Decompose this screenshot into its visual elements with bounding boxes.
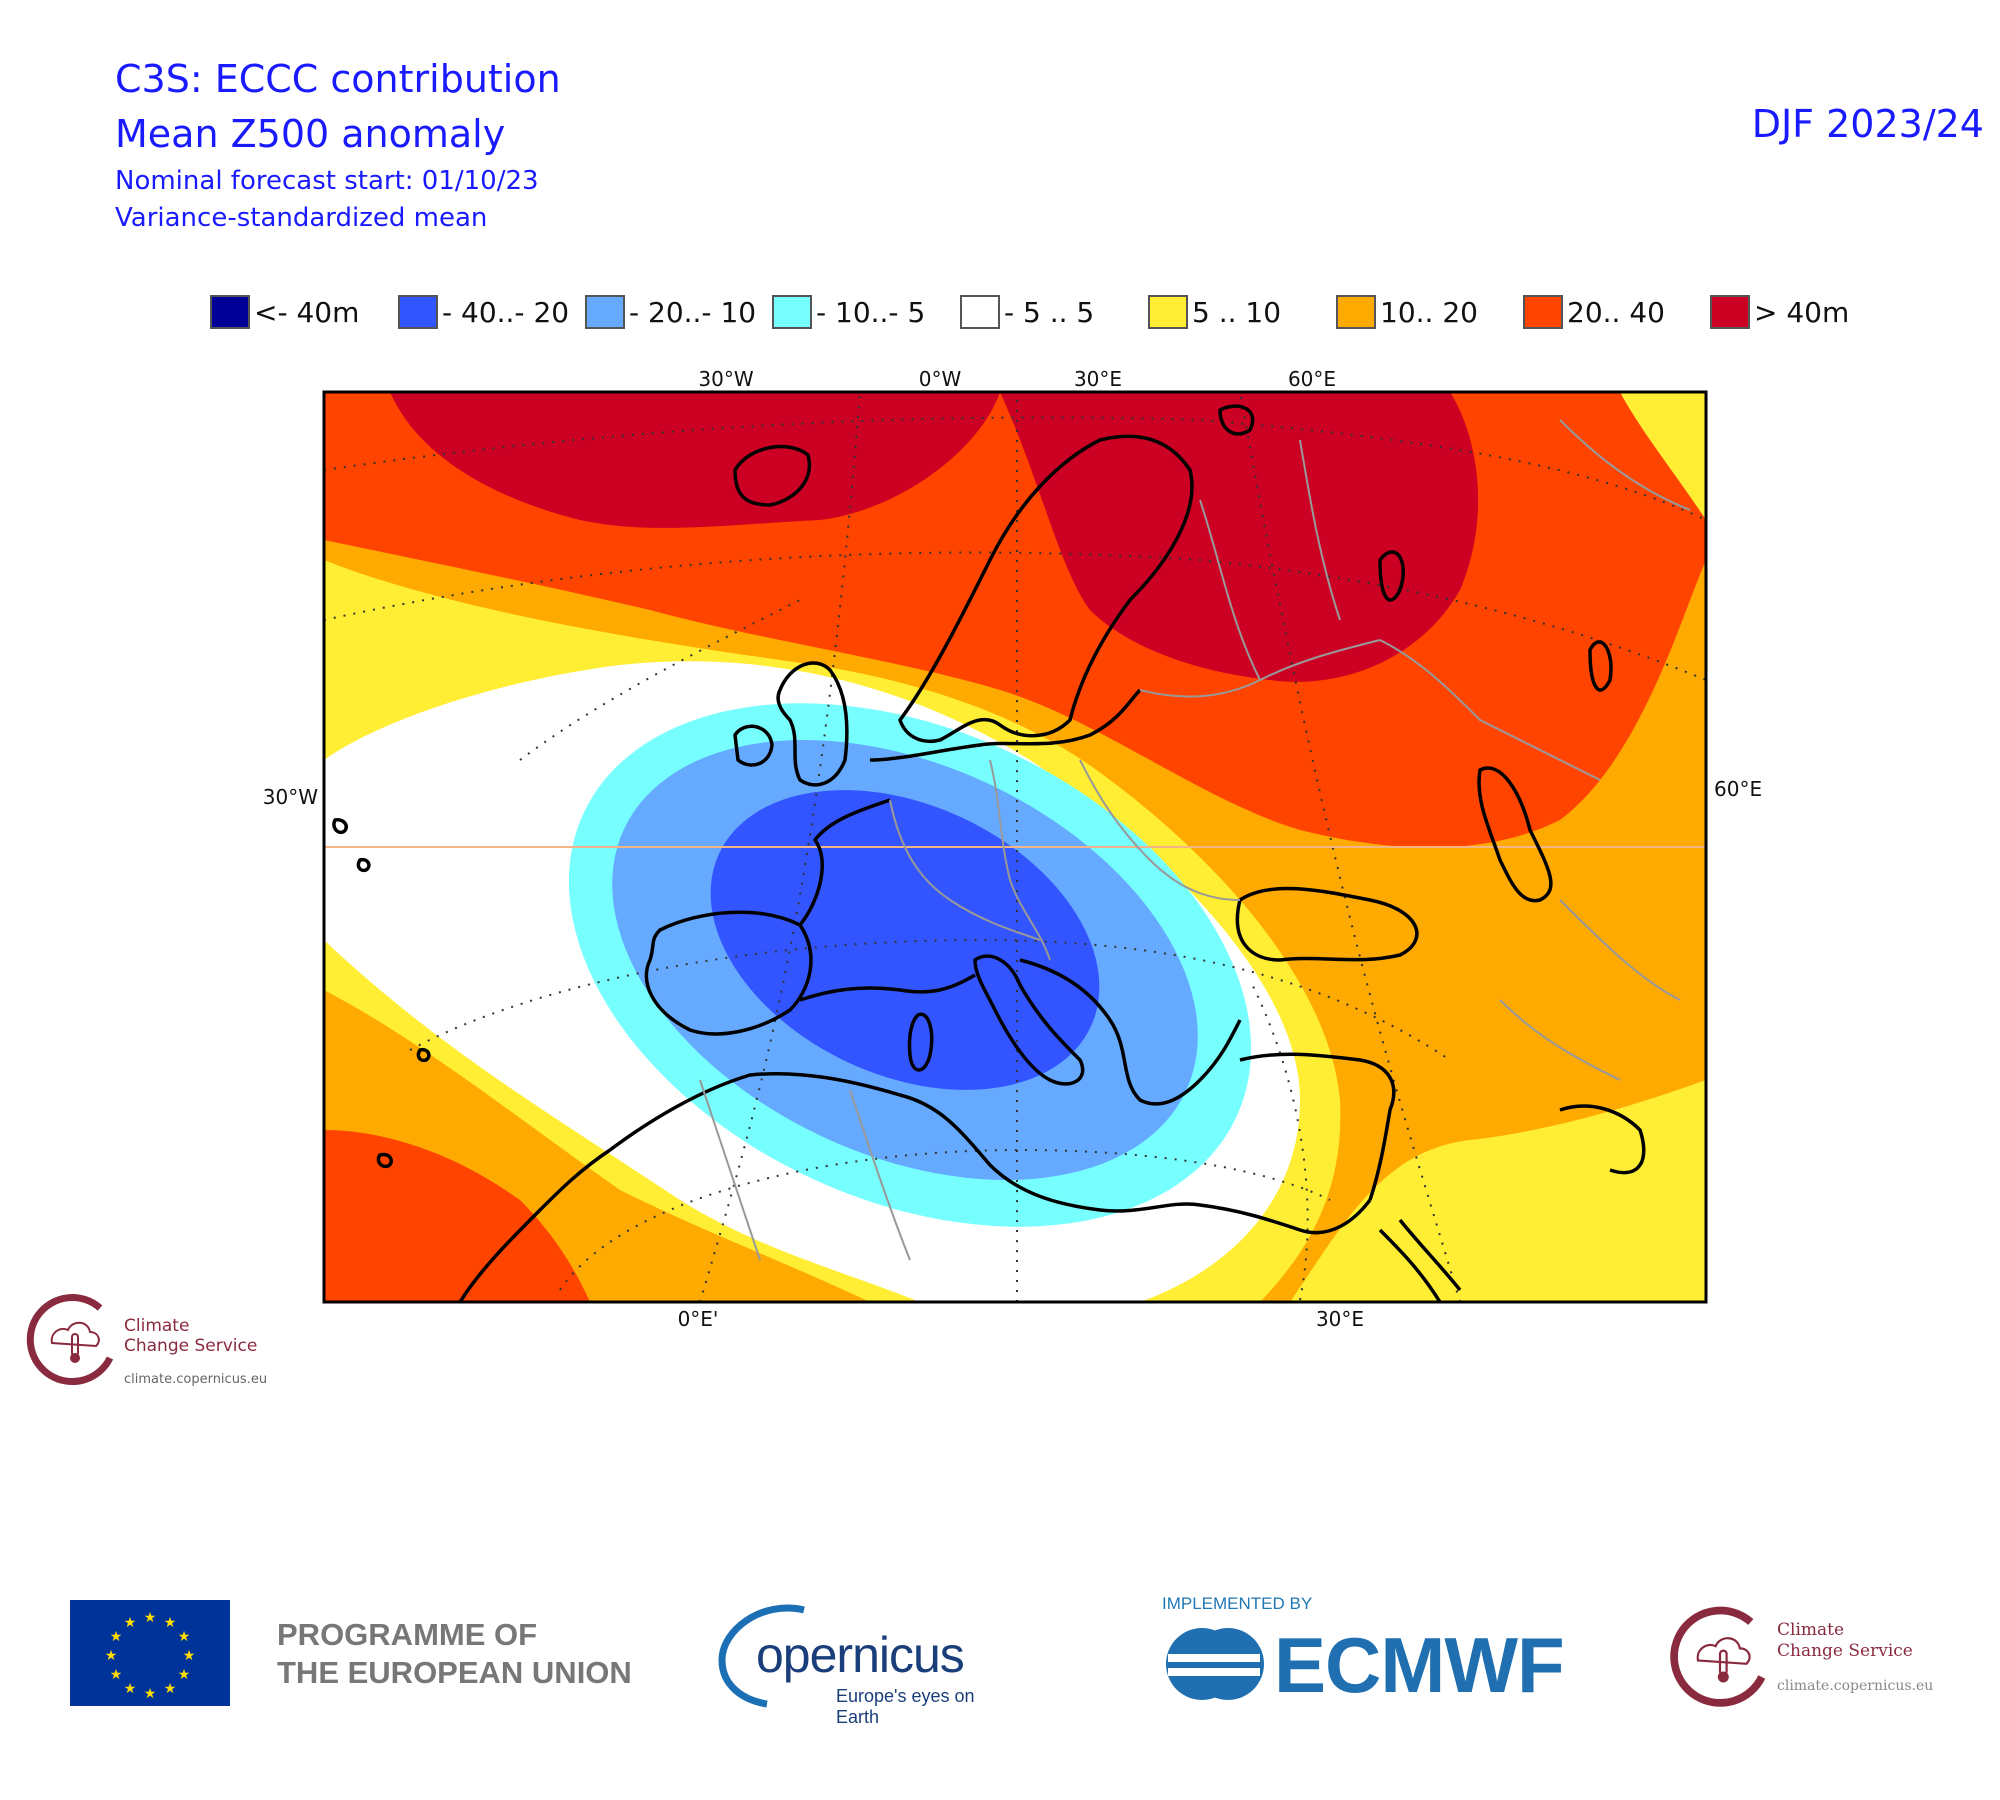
svg-text:★: ★ <box>110 1629 123 1645</box>
c3s-emblem-icon <box>26 1294 114 1386</box>
anomaly-field <box>324 392 1706 1302</box>
svg-text:★: ★ <box>183 1648 196 1664</box>
svg-text:★: ★ <box>178 1667 191 1683</box>
chart-title: C3S: ECCC contribution <box>115 57 561 101</box>
tick-top-label: 60°E <box>1288 367 1336 391</box>
c3s-large-name: Climate Change Service <box>1777 1620 1913 1662</box>
field-minus20-minus40 <box>710 790 1100 1090</box>
tick-top-label: 30°W <box>698 367 753 391</box>
c3s-logo-small: Climate Change Service climate.copernicu… <box>22 1288 292 1398</box>
map-svg: 30°W 0°W 30°E 60°E 30°W 60°E 0°E' 30°E <box>263 367 1762 1331</box>
svg-text:★: ★ <box>164 1615 177 1631</box>
c3s-small-line2: Change Service <box>124 1336 258 1356</box>
tick-top-label: 0°W <box>919 367 962 391</box>
svg-text:★: ★ <box>110 1667 123 1683</box>
field-20-40-southwest <box>324 1130 590 1302</box>
chart-variable: Mean Z500 anomaly <box>115 112 506 156</box>
svg-text:★: ★ <box>124 1681 137 1697</box>
scandinavia-outline <box>898 434 1194 743</box>
c3s-large-line1: Climate <box>1777 1620 1845 1640</box>
c3s-logo-large: Climate Change Service climate.copernicu… <box>1665 1600 1965 1720</box>
iceland-outline <box>733 444 812 507</box>
field-5-10-northeast <box>1620 392 1706 520</box>
graticule <box>324 392 1706 1302</box>
forecast-period: DJF 2023/24 <box>1751 102 1984 146</box>
north-africa-coast <box>608 1071 1372 1235</box>
map-frame <box>322 390 1708 1304</box>
copernicus-swoosh-icon <box>718 1604 805 1708</box>
coastlines <box>332 404 1646 1302</box>
c3s-large-line2: Change Service <box>1777 1641 1913 1661</box>
eu-programme-text: PROGRAMME OF THE EUROPEAN UNION <box>277 1616 632 1692</box>
c3s-small-name: Climate Change Service <box>124 1316 257 1356</box>
field-gt40-northwest <box>390 392 1000 528</box>
title-block: C3S: ECCC contribution Mean Z500 anomaly… <box>115 52 561 236</box>
copernicus-tagline: Europe's eyes on Earth <box>836 1686 975 1727</box>
field-gt40-north <box>1000 392 1479 682</box>
tick-left-label: 30°W <box>263 785 318 809</box>
eu-programme-line2: THE EUROPEAN UNION <box>277 1655 632 1690</box>
svg-text:★: ★ <box>124 1615 137 1631</box>
statistic-label: Variance-standardized mean <box>115 203 488 233</box>
ireland-outline <box>733 724 774 767</box>
ecmwf-logo: IMPLEMENTED BY ECMWF <box>1162 1594 1602 1714</box>
italy-outline <box>973 954 1085 1086</box>
c3s-large-url: climate.copernicus.eu <box>1777 1678 1934 1694</box>
copernicus-wordmark: opernicus <box>756 1627 965 1683</box>
ecmwf-wordmark: ECMWF <box>1274 1621 1565 1709</box>
ecmwf-implemented-by: IMPLEMENTED BY <box>1162 1594 1313 1613</box>
britain-outline <box>776 661 849 787</box>
forecast-start: Nominal forecast start: 01/10/23 <box>115 166 539 196</box>
eu-flag-icon: ★ ★ ★ ★ ★ ★ ★ ★ ★ ★ ★ ★ <box>70 1600 230 1706</box>
svg-text:★: ★ <box>105 1648 118 1664</box>
ecmwf-emblem-icon <box>1166 1628 1264 1700</box>
iberia-outline <box>644 910 813 1036</box>
eu-programme-line1: PROGRAMME OF <box>277 1617 538 1652</box>
tick-bottom-label: 0°E' <box>678 1307 719 1331</box>
tick-bottom-label: 30°E <box>1316 1307 1364 1331</box>
copernicus-logo: opernicus Europe's eyes on Earth <box>712 1600 1022 1727</box>
eu-stars-icon: ★ ★★ ★★★ ★★★ ★★★ <box>105 1610 196 1702</box>
svg-text:★: ★ <box>178 1629 191 1645</box>
c3s-emblem-icon <box>1670 1606 1766 1707</box>
anomaly-map: 30°W 0°W 30°E 60°E 30°W 60°E 0°E' 30°E <box>263 367 1762 1331</box>
svg-text:★: ★ <box>144 1610 157 1626</box>
c3s-small-url: climate.copernicus.eu <box>124 1372 268 1387</box>
svg-text:★: ★ <box>164 1681 177 1697</box>
tick-top-label: 30°E <box>1074 367 1122 391</box>
tick-right-label: 60°E <box>1714 777 1762 801</box>
caspian-sea-outline <box>1477 766 1553 903</box>
country-borders <box>699 419 1691 1261</box>
footer-logos: ★ ★ ★ ★ ★ ★ ★ ★ ★ ★ ★ ★ PROGRAMME OF THE EUROPEA… <box>0 1580 2000 1730</box>
c3s-small-line1: Climate <box>124 1316 190 1336</box>
black-sea-outline <box>1235 886 1419 962</box>
svg-text:★: ★ <box>144 1686 157 1702</box>
